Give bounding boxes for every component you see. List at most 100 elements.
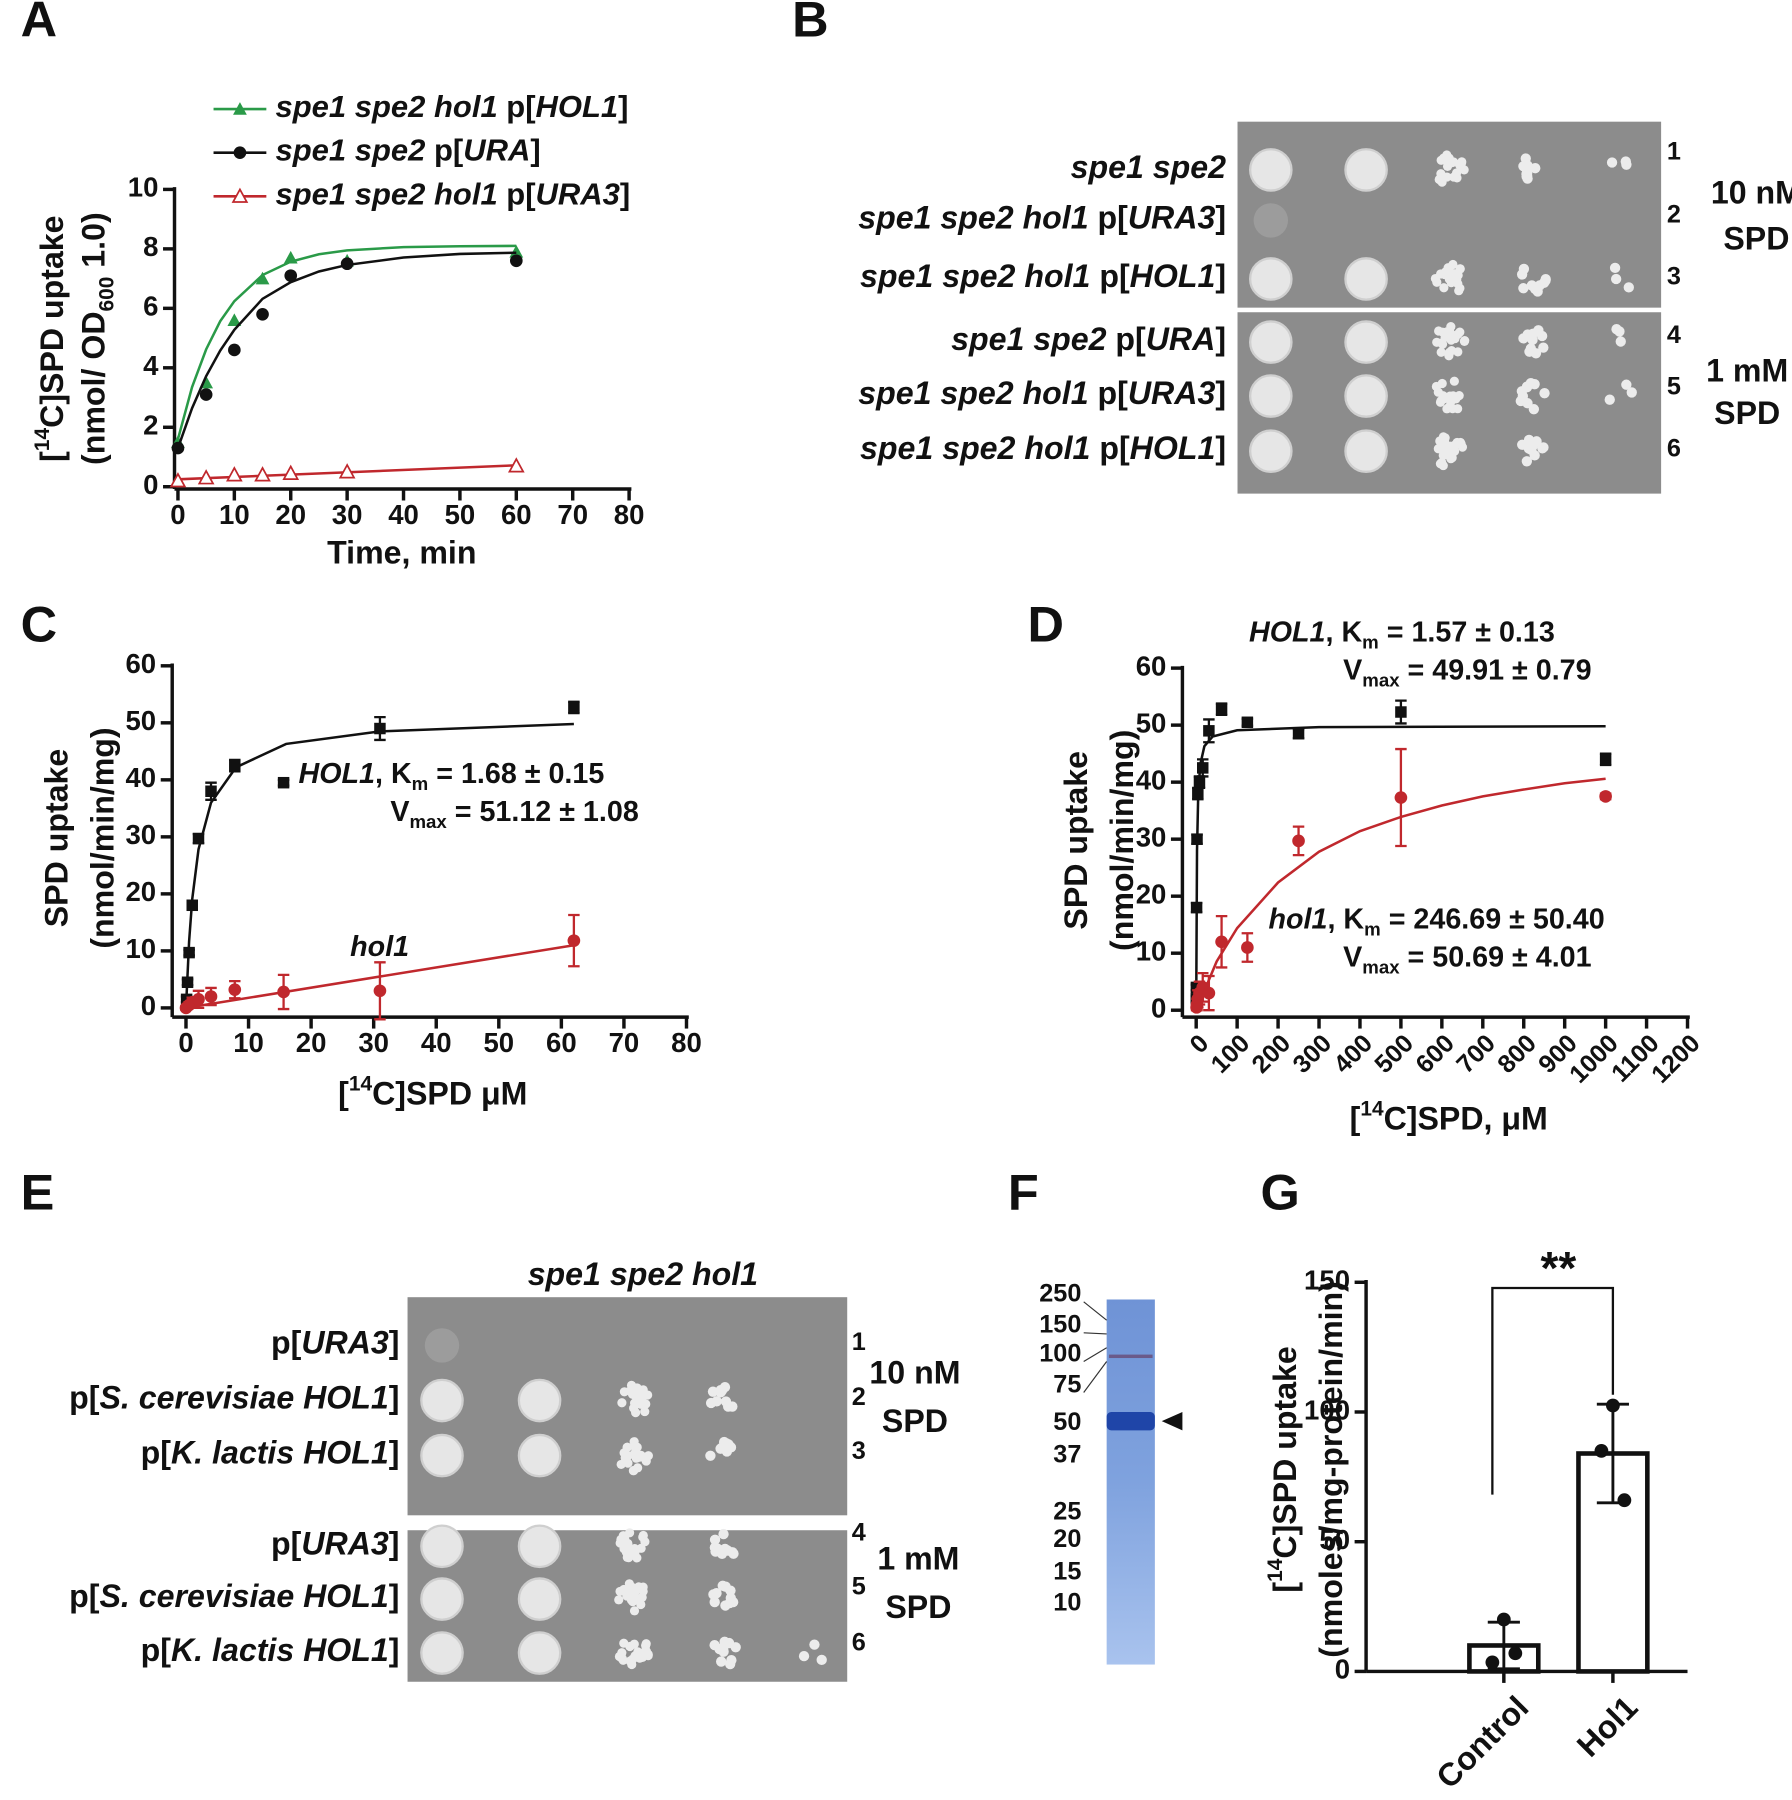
colony (1525, 378, 1537, 389)
point (283, 250, 298, 264)
strain-label-part: ] (1215, 322, 1226, 358)
colony (1621, 379, 1632, 390)
point (1203, 725, 1215, 737)
y-axis-label-part: 600 (95, 277, 118, 312)
y-axis-label: [14C]SPD uptake (1264, 1346, 1303, 1592)
strain-label-part: S. cerevisiae HOL1 (99, 1579, 388, 1615)
annotation-part: , K (1326, 616, 1363, 648)
row-number: 1 (852, 1328, 866, 1356)
colony (809, 1639, 820, 1650)
data-point (1496, 1612, 1511, 1627)
colony (709, 1639, 720, 1651)
y-axis-label-part: 1.0) (76, 212, 112, 276)
annotation-part: V (390, 795, 409, 827)
point (277, 985, 290, 999)
point (373, 984, 387, 998)
x-axis-label: [14C]SPD μM (338, 1072, 527, 1111)
x-axis-label-part: Time, min (327, 535, 476, 571)
y-axis-label-part: (nmol/ OD (76, 311, 112, 464)
strain-label-part: HOL1 (1130, 258, 1216, 294)
data-point (1606, 1398, 1620, 1413)
point (181, 976, 194, 988)
y-axis-label-part: (nmoles/mg-protein/min) (1313, 1281, 1349, 1658)
point (1193, 776, 1206, 788)
marker-label: 150 (1039, 1311, 1081, 1339)
y-tick-label: 0 (1335, 1654, 1350, 1685)
colony (1610, 273, 1622, 285)
x-tick-label: 500 (1369, 1029, 1419, 1079)
strain-label: spe1 spe2 hol1 p[HOL1] (860, 431, 1226, 467)
x-tick-label: 700 (1451, 1029, 1501, 1079)
colony (624, 1545, 634, 1555)
colony (626, 1595, 637, 1605)
point (1394, 791, 1408, 804)
x-tick-label: 600 (1410, 1029, 1460, 1079)
annotation-part: = 50.69 ± 4.01 (1400, 941, 1592, 973)
y-tick-label: 2 (143, 410, 158, 441)
point (509, 244, 524, 258)
point (507, 457, 525, 473)
panel-letter: B (792, 0, 828, 47)
colony (1454, 286, 1464, 296)
significance: ** (1541, 1242, 1577, 1294)
point (255, 271, 270, 285)
legend-label-part: spe1 spe2 hol1 (276, 89, 498, 124)
annotation-part: = 1.57 ± 0.13 (1379, 616, 1555, 648)
annotation-part: = 49.91 ± 0.79 (1400, 654, 1592, 686)
annotation-part: HOL1 (1249, 616, 1326, 648)
colony (1523, 434, 1535, 446)
colony (719, 1636, 730, 1647)
point (199, 388, 213, 401)
x-tick-label: Control (1429, 1689, 1535, 1795)
y-axis-label-part: SPD uptake (39, 749, 75, 928)
strain-label: spe1 spe2 hol1 p[URA3] (858, 200, 1226, 236)
colony (616, 1459, 626, 1470)
y-tick-label: 60 (125, 648, 156, 679)
x-tick-label: 80 (614, 499, 645, 530)
colony (712, 1543, 723, 1554)
point (284, 269, 298, 282)
condition: 1 mM (877, 1541, 959, 1577)
strain-label: p[S. cerevisiae HOL1] (69, 1579, 399, 1615)
colony-spot (1344, 148, 1388, 192)
colony (640, 1407, 650, 1417)
colony (1626, 387, 1637, 398)
condition: SPD (1723, 221, 1789, 257)
strain-label-part: ] (1215, 258, 1226, 294)
fit-line (176, 251, 517, 449)
strain-label: p[K. lactis HOL1] (141, 1633, 400, 1669)
colony (638, 1532, 648, 1542)
colony (626, 1380, 637, 1390)
y-axis-label: SPD uptake (1059, 751, 1095, 930)
x-tick-label: 20 (296, 1027, 327, 1058)
colony (1537, 443, 1548, 454)
colony-spot (1344, 429, 1388, 473)
colony (1441, 267, 1451, 277)
legend-label: spe1 spe2 hol1 p[HOL1] (276, 89, 629, 124)
x-axis-label-part: 14 (349, 1072, 373, 1095)
gel-band (1106, 1411, 1155, 1431)
legend-label-part: spe1 spe2 hol1 (276, 176, 498, 211)
colony (1436, 347, 1446, 357)
panel-letter: E (21, 1164, 55, 1221)
strain-label-part: p[ (1089, 200, 1129, 236)
y-tick-label: 50 (1136, 707, 1167, 738)
strain-label-part: p[ (1090, 258, 1130, 294)
row-number: 5 (1667, 373, 1681, 401)
y-axis-label-part: 14 (1264, 1558, 1287, 1582)
colony (720, 1581, 731, 1592)
x-tick-label: 40 (388, 499, 419, 530)
strain-label: p[URA3] (271, 1325, 400, 1361)
colony (1446, 322, 1456, 332)
y-tick-label: 4 (143, 350, 159, 381)
strain-label-part: ] (389, 1325, 400, 1361)
strain-label: p[URA3] (271, 1526, 400, 1562)
x-tick-label: 30 (358, 1027, 389, 1058)
colony (1439, 393, 1450, 404)
annotation: hol1 (350, 931, 409, 963)
point (171, 441, 185, 455)
point (1599, 753, 1612, 766)
colony (1611, 324, 1622, 335)
point (205, 785, 217, 797)
colony (705, 1397, 717, 1409)
